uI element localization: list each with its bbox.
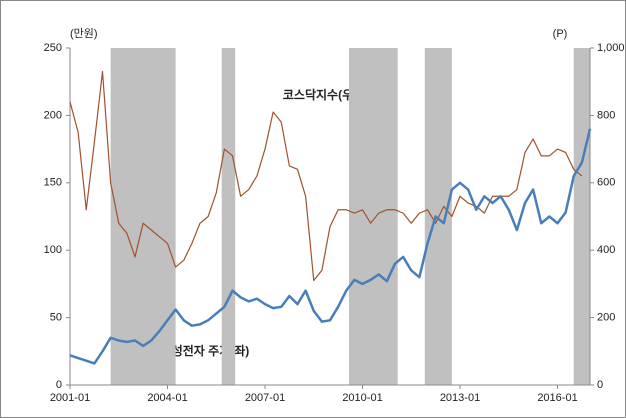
shaded-period (221, 48, 236, 385)
series-line (69, 70, 583, 282)
x-tick-label: 2001-01 (50, 392, 90, 404)
left-unit: (만원) (70, 27, 98, 40)
y2-tick-label: 0 (597, 379, 603, 391)
y2-tick-label: 400 (597, 244, 615, 256)
annotation: 코스닥지수(우) (283, 87, 357, 102)
x-tick-label: 2004-01 (147, 392, 187, 404)
x-tick-label: 2007-01 (245, 392, 285, 404)
y-tick-label: 50 (50, 312, 62, 324)
x-tick-label: 2016-01 (537, 392, 577, 404)
y2-tick-label: 600 (597, 177, 615, 189)
y2-tick-label: 1,000 (597, 42, 625, 54)
y-tick-label: 0 (56, 379, 62, 391)
y-tick-label: 100 (44, 244, 62, 256)
y-tick-label: 250 (44, 42, 62, 54)
shaded-period (110, 48, 176, 385)
y-tick-label: 200 (44, 109, 62, 121)
y2-tick-label: 200 (597, 312, 615, 324)
x-tick-label: 2013-01 (440, 392, 480, 404)
y2-tick-label: 800 (597, 109, 615, 121)
shaded-period (348, 48, 398, 385)
series-line (69, 128, 592, 365)
x-tick-label: 2010-01 (342, 392, 382, 404)
shaded-period (573, 48, 590, 385)
right-unit: (P) (553, 28, 568, 40)
y-tick-label: 150 (44, 177, 62, 189)
